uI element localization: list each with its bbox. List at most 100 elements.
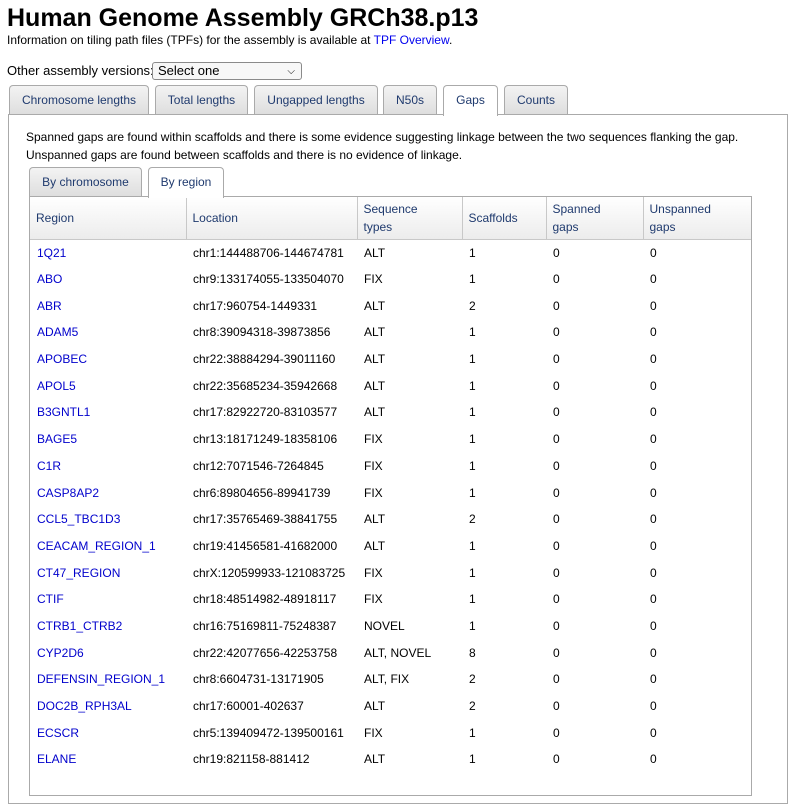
- column-header-sequence-line-2: types: [363, 219, 393, 234]
- spanned-cell: 0: [553, 592, 560, 607]
- tab-total-lengths[interactable]: Total lengths: [155, 85, 248, 114]
- unspanned-cell: 0: [650, 352, 657, 367]
- spanned-cell: 0: [553, 405, 560, 420]
- table-row: ECSCR chr5:139409472-139500161 FIX 1 0 0: [30, 719, 751, 746]
- unspanned-cell: 0: [650, 378, 657, 393]
- scaffolds-cell: 8: [469, 645, 476, 660]
- spanned-cell: 0: [553, 618, 560, 633]
- region-cell: APOBEC: [30, 346, 186, 373]
- location-cell: chr5:139409472-139500161: [193, 725, 344, 740]
- column-header-spanned-line-1: Spanned: [552, 201, 601, 216]
- location-cell: chr8:39094318-39873856: [193, 325, 331, 340]
- scaffolds-cell: 1: [469, 325, 476, 340]
- spanned-cell: 0: [553, 352, 560, 367]
- region-link[interactable]: APOL5: [37, 378, 76, 393]
- chevron-down-icon: ⌵: [287, 66, 295, 77]
- region-link[interactable]: 1Q21: [37, 245, 67, 260]
- page-title: Human Genome Assembly GRCh38.p13: [7, 4, 479, 32]
- region-cell: CTIF: [30, 586, 186, 613]
- region-link[interactable]: DEFENSIN_REGION_1: [37, 672, 166, 687]
- region-link[interactable]: C1R: [37, 458, 62, 473]
- types-cell: ALT: [364, 245, 386, 260]
- unspanned-cell: 0: [650, 458, 657, 473]
- column-header-sequence-line-1: Sequence: [363, 201, 418, 216]
- intro-text: Information on tiling path files (TPFs) …: [7, 33, 452, 47]
- column-header-unspanned-gaps[interactable]: Unspanned gaps: [643, 197, 751, 240]
- region-cell: 1Q21: [30, 239, 186, 266]
- column-header-region[interactable]: Region: [30, 197, 187, 240]
- location-cell: chr17:35765469-38841755: [193, 512, 338, 527]
- assembly-versions-select[interactable]: Select one ⌵: [152, 62, 302, 80]
- region-link[interactable]: APOBEC: [37, 352, 88, 367]
- region-link[interactable]: CASP8AP2: [37, 485, 100, 500]
- table-row: C1R chr12:7071546-7264845 FIX 1 0 0: [30, 453, 751, 480]
- region-link[interactable]: ABR: [37, 298, 62, 313]
- types-cell: ALT: [364, 405, 386, 420]
- scaffolds-cell: 1: [469, 352, 476, 367]
- column-header-unspanned-line-1: Unspanned: [649, 201, 711, 216]
- region-cell: APOL5: [30, 372, 186, 399]
- types-cell: FIX: [364, 592, 383, 607]
- region-cell: CTRB1_CTRB2: [30, 613, 186, 640]
- location-cell: chr22:38884294-39011160: [193, 352, 336, 367]
- unspanned-cell: 0: [650, 565, 657, 580]
- spanned-cell: 0: [553, 378, 560, 393]
- table-row: APOBEC chr22:38884294-39011160 ALT 1 0 0: [30, 346, 751, 373]
- region-link[interactable]: CYP2D6: [37, 645, 84, 660]
- region-link[interactable]: CTRB1_CTRB2: [37, 618, 123, 633]
- scaffolds-cell: 1: [469, 538, 476, 553]
- region-link[interactable]: CT47_REGION: [37, 565, 121, 580]
- gaps-table-container: Region Location Sequence types Scaffolds …: [29, 196, 752, 796]
- tab-ungapped-lengths[interactable]: Ungapped lengths: [254, 85, 378, 114]
- region-link[interactable]: BAGE5: [37, 432, 78, 447]
- scaffolds-cell: 2: [469, 672, 476, 687]
- table-row: 1Q21 chr1:144488706-144674781 ALT 1 0 0: [30, 239, 751, 266]
- intro-text-body: Information on tiling path files (TPFs) …: [7, 33, 374, 47]
- unspanned-cell: 0: [650, 592, 657, 607]
- scaffolds-cell: 1: [469, 272, 476, 287]
- region-cell: CCL5_TBC1D3: [30, 506, 186, 533]
- region-link[interactable]: ECSCR: [37, 725, 80, 740]
- column-header-spanned-gaps[interactable]: Spanned gaps: [546, 197, 644, 240]
- table-row: CCL5_TBC1D3 chr17:35765469-38841755 ALT 2 0 0: [30, 506, 751, 533]
- region-link[interactable]: ABO: [37, 272, 63, 287]
- tab-gaps[interactable]: Gaps: [443, 85, 498, 116]
- region-link[interactable]: ELANE: [37, 752, 77, 767]
- types-cell: ALT: [364, 699, 386, 714]
- region-link[interactable]: ADAM5: [37, 325, 79, 340]
- location-cell: chr22:42077656-42253758: [193, 645, 338, 660]
- spanned-cell: 0: [553, 538, 560, 553]
- scaffolds-cell: 1: [469, 485, 476, 500]
- tab-n50s[interactable]: N50s: [383, 85, 437, 114]
- unspanned-cell: 0: [650, 272, 657, 287]
- tab-chromosome-lengths[interactable]: Chromosome lengths: [9, 85, 149, 114]
- region-link[interactable]: CTIF: [37, 592, 64, 607]
- unspanned-cell: 0: [650, 245, 657, 260]
- subtab-by-chromosome[interactable]: By chromosome: [29, 167, 142, 196]
- subtab-by-region[interactable]: By region: [148, 167, 224, 198]
- column-header-location[interactable]: Location: [186, 197, 358, 240]
- location-cell: chrX:120599933-121083725: [193, 565, 346, 580]
- tab-counts[interactable]: Counts: [504, 85, 568, 114]
- table-row: CTRB1_CTRB2 chr16:75169811-75248387 NOVEL 1…: [30, 613, 751, 640]
- region-link[interactable]: CCL5_TBC1D3: [37, 512, 121, 527]
- region-link[interactable]: CEACAM_REGION_1: [37, 538, 156, 553]
- types-cell: FIX: [364, 565, 383, 580]
- region-cell: B3GNTL1: [30, 399, 186, 426]
- column-header-scaffolds[interactable]: Scaffolds: [462, 197, 547, 240]
- gaps-table-body: 1Q21 chr1:144488706-144674781 ALT 1 0 0 ABO chr…: [30, 239, 751, 773]
- types-cell: ALT, NOVEL: [364, 645, 432, 660]
- unspanned-cell: 0: [650, 512, 657, 527]
- region-link[interactable]: B3GNTL1: [37, 405, 91, 420]
- region-cell: ABO: [30, 266, 186, 293]
- column-header-sequence-types[interactable]: Sequence types: [357, 197, 463, 240]
- location-cell: chr13:18171249-18358106: [193, 432, 338, 447]
- types-cell: ALT: [364, 752, 386, 767]
- types-cell: ALT: [364, 352, 386, 367]
- tpf-overview-link[interactable]: TPF Overview: [373, 33, 449, 47]
- spanned-cell: 0: [553, 725, 560, 740]
- spanned-cell: 0: [553, 699, 560, 714]
- table-row: ABO chr9:133174055-133504070 FIX 1 0 0: [30, 266, 751, 293]
- spanned-cell: 0: [553, 245, 560, 260]
- region-link[interactable]: DOC2B_RPH3AL: [37, 699, 132, 714]
